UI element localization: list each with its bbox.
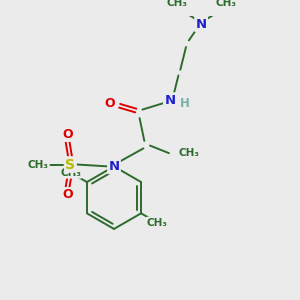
Text: O: O [104, 98, 115, 110]
Text: O: O [62, 188, 73, 201]
Text: N: N [108, 160, 120, 173]
Text: CH₃: CH₃ [166, 0, 187, 8]
Text: CH₃: CH₃ [28, 160, 49, 170]
Text: CH₃: CH₃ [60, 168, 81, 178]
Text: O: O [62, 128, 73, 141]
Text: H: H [180, 98, 190, 110]
Text: CH₃: CH₃ [147, 218, 168, 228]
Text: CH₃: CH₃ [178, 148, 200, 158]
Text: N: N [164, 94, 175, 106]
Text: N: N [196, 18, 207, 31]
Text: CH₃: CH₃ [215, 0, 236, 8]
Text: S: S [65, 158, 75, 172]
